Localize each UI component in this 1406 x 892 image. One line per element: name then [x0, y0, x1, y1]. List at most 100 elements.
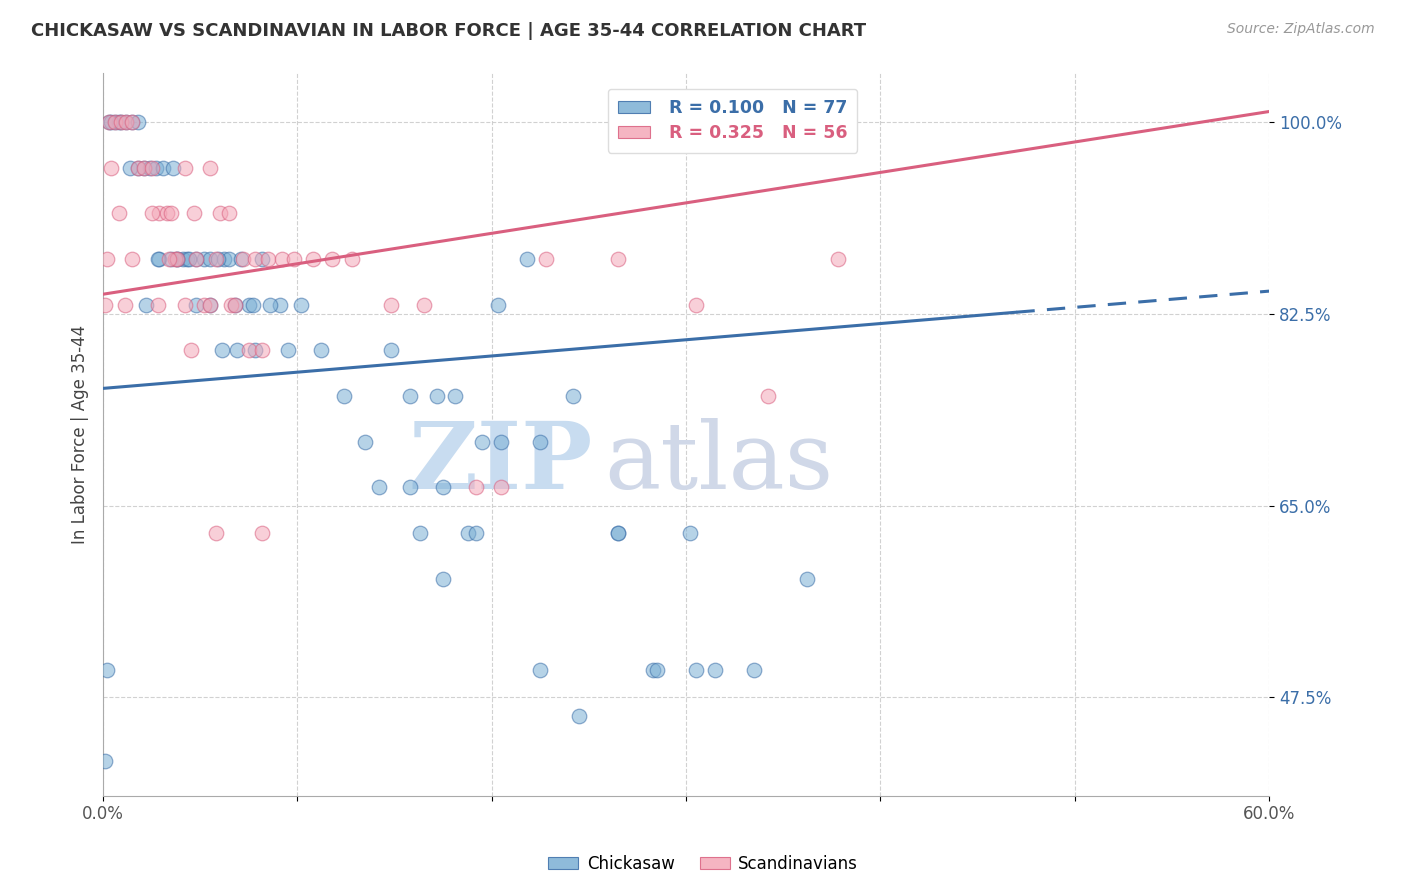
- Point: [121, 115, 143, 129]
- Legend: Chickasaw, Scandinavians: Chickasaw, Scandinavians: [541, 848, 865, 880]
- Point: [529, 663, 551, 677]
- Point: [198, 298, 221, 312]
- Point: [146, 252, 169, 267]
- Y-axis label: In Labor Force | Age 35-44: In Labor Force | Age 35-44: [72, 325, 89, 544]
- Point: [146, 298, 169, 312]
- Point: [333, 389, 356, 403]
- Point: [198, 298, 221, 312]
- Point: [127, 115, 149, 129]
- Point: [97, 115, 120, 129]
- Point: [198, 161, 221, 176]
- Point: [277, 343, 299, 357]
- Point: [141, 206, 163, 220]
- Point: [607, 252, 630, 267]
- Point: [132, 161, 155, 176]
- Point: [110, 115, 132, 129]
- Point: [208, 206, 231, 220]
- Point: [115, 115, 138, 129]
- Point: [193, 298, 215, 312]
- Point: [426, 389, 449, 403]
- Point: [252, 525, 274, 540]
- Point: [180, 343, 202, 357]
- Point: [157, 252, 180, 267]
- Point: [259, 298, 281, 312]
- Point: [221, 298, 243, 312]
- Point: [827, 252, 849, 267]
- Point: [120, 161, 142, 176]
- Point: [534, 252, 557, 267]
- Point: [141, 161, 163, 176]
- Point: [368, 480, 391, 494]
- Point: [172, 252, 194, 267]
- Point: [186, 252, 208, 267]
- Point: [160, 252, 183, 267]
- Point: [96, 663, 118, 677]
- Point: [229, 252, 252, 267]
- Text: CHICKASAW VS SCANDINAVIAN IN LABOR FORCE | AGE 35-44 CORRELATION CHART: CHICKASAW VS SCANDINAVIAN IN LABOR FORCE…: [31, 22, 866, 40]
- Point: [444, 389, 467, 403]
- Point: [380, 298, 402, 312]
- Point: [177, 252, 200, 267]
- Point: [380, 343, 402, 357]
- Point: [218, 206, 240, 220]
- Point: [283, 252, 305, 267]
- Point: [562, 389, 585, 403]
- Point: [104, 115, 127, 129]
- Point: [148, 252, 170, 267]
- Point: [321, 252, 343, 267]
- Point: [471, 435, 494, 450]
- Point: [607, 525, 630, 540]
- Point: [127, 161, 149, 176]
- Point: [211, 343, 233, 357]
- Point: [139, 161, 162, 176]
- Point: [212, 252, 235, 267]
- Point: [193, 252, 215, 267]
- Point: [252, 252, 274, 267]
- Point: [465, 480, 488, 494]
- Point: [232, 252, 254, 267]
- Point: [290, 298, 312, 312]
- Point: [243, 343, 266, 357]
- Point: [94, 298, 117, 312]
- Point: [491, 435, 513, 450]
- Point: [176, 252, 198, 267]
- Point: [132, 161, 155, 176]
- Point: [145, 161, 167, 176]
- Point: [529, 435, 551, 450]
- Point: [224, 298, 246, 312]
- Point: [160, 206, 183, 220]
- Point: [645, 663, 668, 677]
- Point: [100, 115, 122, 129]
- Point: [685, 298, 707, 312]
- Point: [152, 161, 174, 176]
- Point: [457, 525, 479, 540]
- Point: [162, 161, 184, 176]
- Point: [115, 115, 138, 129]
- Point: [242, 298, 264, 312]
- Point: [104, 115, 127, 129]
- Point: [641, 663, 664, 677]
- Point: [166, 252, 188, 267]
- Point: [107, 115, 129, 129]
- Point: [96, 252, 118, 267]
- Point: [183, 206, 205, 220]
- Point: [257, 252, 280, 267]
- Point: [340, 252, 363, 267]
- Point: [218, 252, 240, 267]
- Point: [243, 252, 266, 267]
- Point: [252, 343, 274, 357]
- Point: [224, 298, 246, 312]
- Text: atlas: atlas: [605, 418, 834, 508]
- Point: [205, 525, 228, 540]
- Point: [679, 525, 702, 540]
- Point: [742, 663, 765, 677]
- Point: [97, 115, 120, 129]
- Point: [491, 480, 513, 494]
- Point: [135, 298, 157, 312]
- Point: [607, 525, 630, 540]
- Point: [148, 206, 170, 220]
- Point: [238, 343, 260, 357]
- Point: [173, 298, 195, 312]
- Point: [156, 206, 179, 220]
- Point: [114, 298, 136, 312]
